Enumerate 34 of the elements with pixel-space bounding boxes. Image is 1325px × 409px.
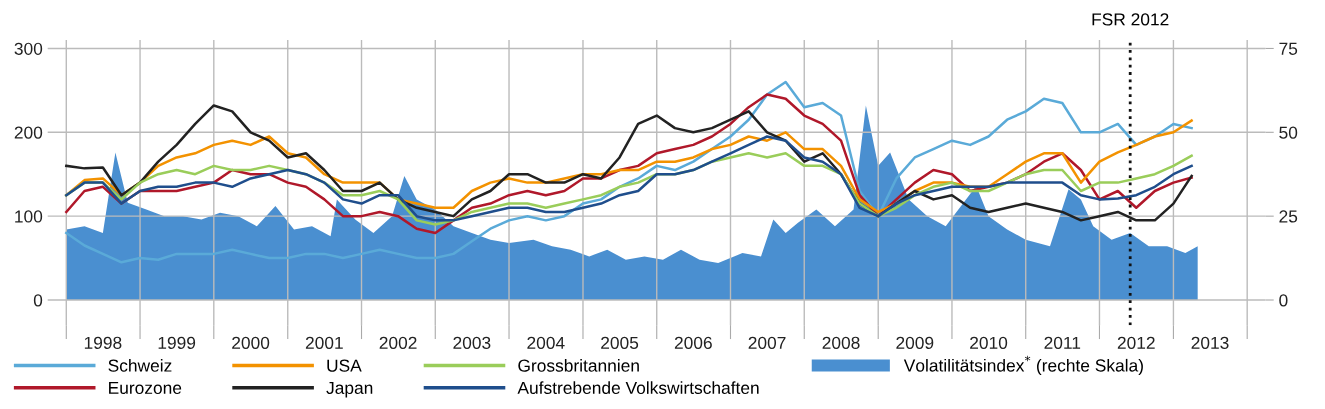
- x-tick-label: 1999: [158, 336, 196, 350]
- x-tick-label: 2008: [822, 336, 860, 350]
- line-series: [65, 80, 1193, 264]
- x-tick-label: 2000: [232, 336, 270, 350]
- legend-label: Grossbritannien: [518, 359, 639, 372]
- legend-label: Volatilitätsindex$^{*}$ (rechte Skala): [903, 355, 1143, 376]
- y2-tick-label: 0: [1279, 294, 1288, 307]
- x-tick-label: 2005: [601, 336, 639, 350]
- y-tick-label: 300: [14, 42, 43, 55]
- x-tick-label: 2009: [896, 336, 934, 350]
- x-tick-label: 2007: [748, 336, 786, 350]
- y2-tick-label: 25: [1279, 210, 1298, 223]
- x-tick-label: 2013: [1191, 336, 1229, 350]
- legend-label: USA: [327, 359, 362, 372]
- x-tick-label: 2006: [674, 336, 712, 350]
- line-series: [65, 135, 1193, 222]
- x-tick-label: 2010: [970, 336, 1008, 350]
- x-tick-label: 2003: [453, 336, 491, 350]
- y-tick-label: 100: [15, 210, 43, 223]
- legend-label: Eurozone: [109, 381, 182, 395]
- x-tick-label: 2002: [379, 336, 417, 350]
- x-tick-label: 2001: [305, 336, 343, 350]
- legend-label: Japan: [326, 381, 373, 398]
- x-tick-label: 2012: [1117, 336, 1155, 350]
- y2-tick-label: 50: [1279, 126, 1298, 139]
- x-tick-label: 2011: [1044, 336, 1081, 350]
- legend-label: Aufstrebende Volkswirtschaften: [517, 381, 759, 395]
- x-tick-label: 2004: [527, 336, 565, 350]
- x-tick-label: 1998: [84, 336, 122, 350]
- y-tick-label: 0: [33, 294, 43, 307]
- y-tick-label: 200: [14, 126, 43, 139]
- ref-line-label: FSR 2012: [1092, 13, 1169, 26]
- y2-tick-label: 75: [1279, 42, 1298, 55]
- legend-label: Schweiz: [108, 359, 172, 372]
